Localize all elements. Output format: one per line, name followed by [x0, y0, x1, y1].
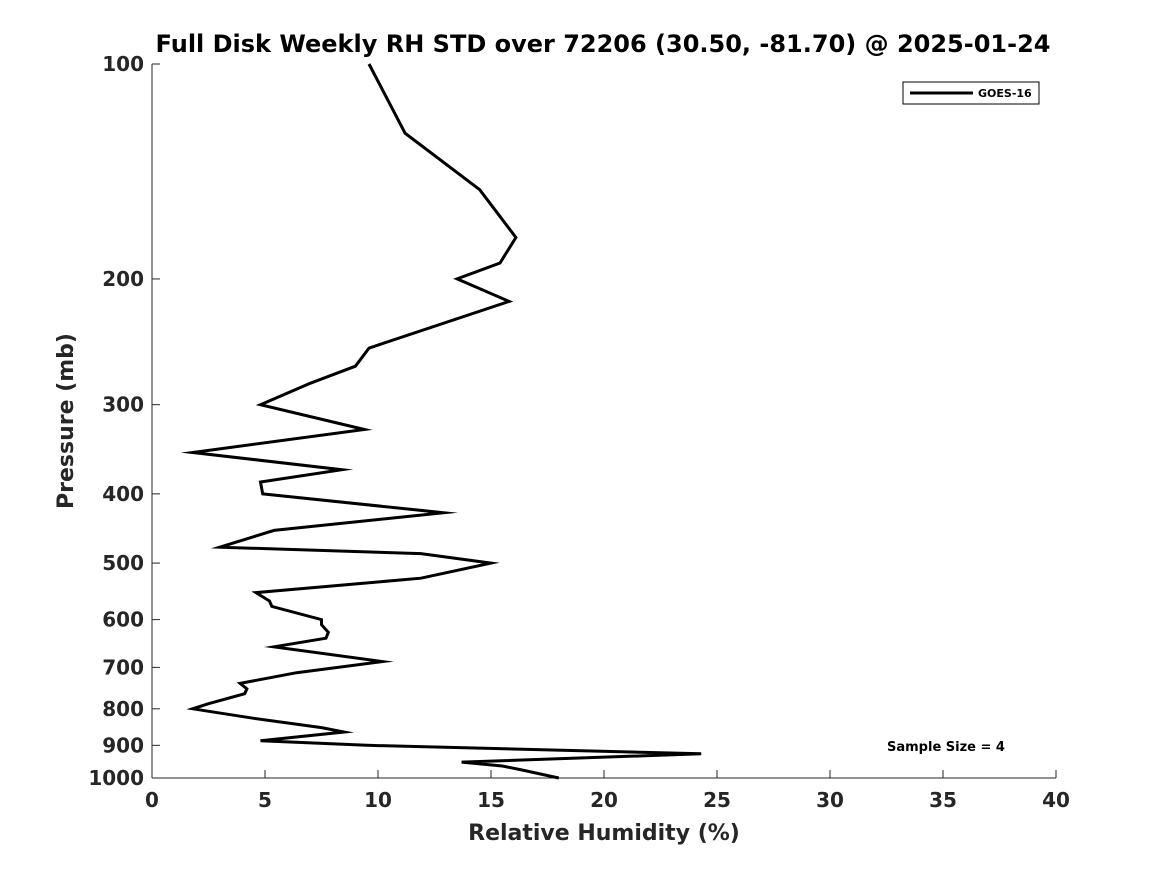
y-tick-label: 800 [102, 697, 144, 721]
x-tick-label: 5 [258, 788, 272, 812]
legend-label: GOES-16 [978, 87, 1032, 100]
x-tick-label: 40 [1042, 788, 1070, 812]
y-tick-label: 200 [102, 267, 144, 291]
x-tick-label: 10 [364, 788, 392, 812]
sample-size-annotation: Sample Size = 4 [887, 740, 1005, 755]
x-tick-label: 25 [703, 788, 731, 812]
x-tick-label: 0 [145, 788, 159, 812]
data-layer [180, 63, 702, 780]
x-tick-label: 30 [816, 788, 844, 812]
y-axis-label: Pressure (mb) [54, 333, 79, 509]
y-tick-label: 400 [102, 482, 144, 506]
y-tick-label: 600 [102, 608, 144, 632]
y-tick-label: 100 [102, 52, 144, 76]
plot-axes: 0 5 10 15 20 25 30 35 40 100 200 300 400 500 600 700 800… [88, 52, 1070, 812]
x-tick-label: 35 [929, 788, 957, 812]
y-tick-label: 500 [102, 551, 144, 575]
y-tick-label: 1000 [88, 766, 144, 790]
x-axis-label: Relative Humidity (%) [468, 821, 740, 846]
x-tick-label: 15 [477, 788, 505, 812]
y-tick-label: 900 [102, 733, 144, 757]
series-line-goes-16 [180, 63, 702, 780]
y-tick-label: 700 [102, 655, 144, 679]
x-tick-label: 20 [590, 788, 618, 812]
chart-title: Full Disk Weekly RH STD over 72206 (30.5… [156, 30, 1051, 58]
y-tick-label: 300 [102, 393, 144, 417]
legend: GOES-16 [902, 81, 1040, 105]
